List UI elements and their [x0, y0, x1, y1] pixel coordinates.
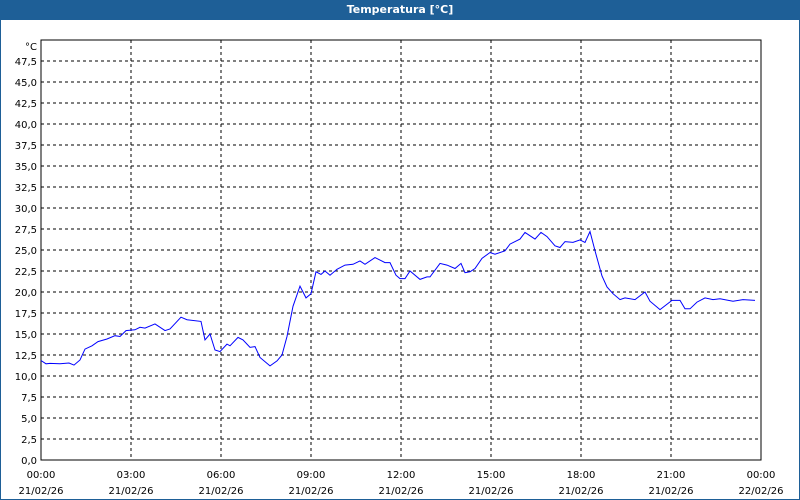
y-tick-label: 32,5: [15, 183, 37, 194]
x-tick-time: 12:00: [387, 470, 416, 481]
x-tick-date: 21/02/26: [199, 486, 244, 497]
x-tick-time: 03:00: [117, 470, 146, 481]
x-tick-date: 21/02/26: [559, 486, 604, 497]
y-tick-label: 2,5: [21, 435, 37, 446]
y-tick-label: 17,5: [15, 309, 37, 320]
x-tick-time: 09:00: [297, 470, 326, 481]
y-tick-label: 22,5: [15, 267, 37, 278]
y-tick-label: 25,0: [15, 246, 37, 257]
y-tick-label: 7,5: [21, 393, 37, 404]
x-tick-date: 21/02/26: [379, 486, 424, 497]
y-tick-label: 47,5: [15, 57, 37, 68]
x-tick-time: 00:00: [747, 470, 776, 481]
y-tick-label: 30,0: [15, 204, 37, 215]
plot-area: [40, 39, 762, 461]
y-tick-label: 15,0: [15, 330, 37, 341]
x-tick-date: 21/02/26: [649, 486, 694, 497]
y-tick-label: 12,5: [15, 351, 37, 362]
x-tick-date: 21/02/26: [109, 486, 154, 497]
x-tick-date: 21/02/26: [469, 486, 514, 497]
x-tick-time: 00:00: [27, 470, 56, 481]
y-tick-label: 45,0: [15, 78, 37, 89]
y-tick-label: 37,5: [15, 141, 37, 152]
x-tick-date: 21/02/26: [19, 486, 64, 497]
y-axis-unit: °C: [25, 42, 37, 53]
y-tick-label: 0,0: [21, 456, 37, 467]
y-tick-label: 10,0: [15, 372, 37, 383]
x-tick-date: 22/02/26: [739, 486, 784, 497]
x-tick-time: 18:00: [567, 470, 596, 481]
y-tick-label: 27,5: [15, 225, 37, 236]
y-tick-label: 40,0: [15, 120, 37, 131]
x-tick-time: 06:00: [207, 470, 236, 481]
y-tick-label: 5,0: [21, 414, 37, 425]
x-tick-date: 21/02/26: [289, 486, 334, 497]
y-tick-label: 35,0: [15, 162, 37, 173]
y-tick-label: 42,5: [15, 99, 37, 110]
x-tick-time: 15:00: [477, 470, 506, 481]
temperature-line: [40, 230, 756, 367]
window-title: Temperatura [°C]: [0, 0, 800, 20]
y-tick-label: 20,0: [15, 288, 37, 299]
x-tick-time: 21:00: [657, 470, 686, 481]
